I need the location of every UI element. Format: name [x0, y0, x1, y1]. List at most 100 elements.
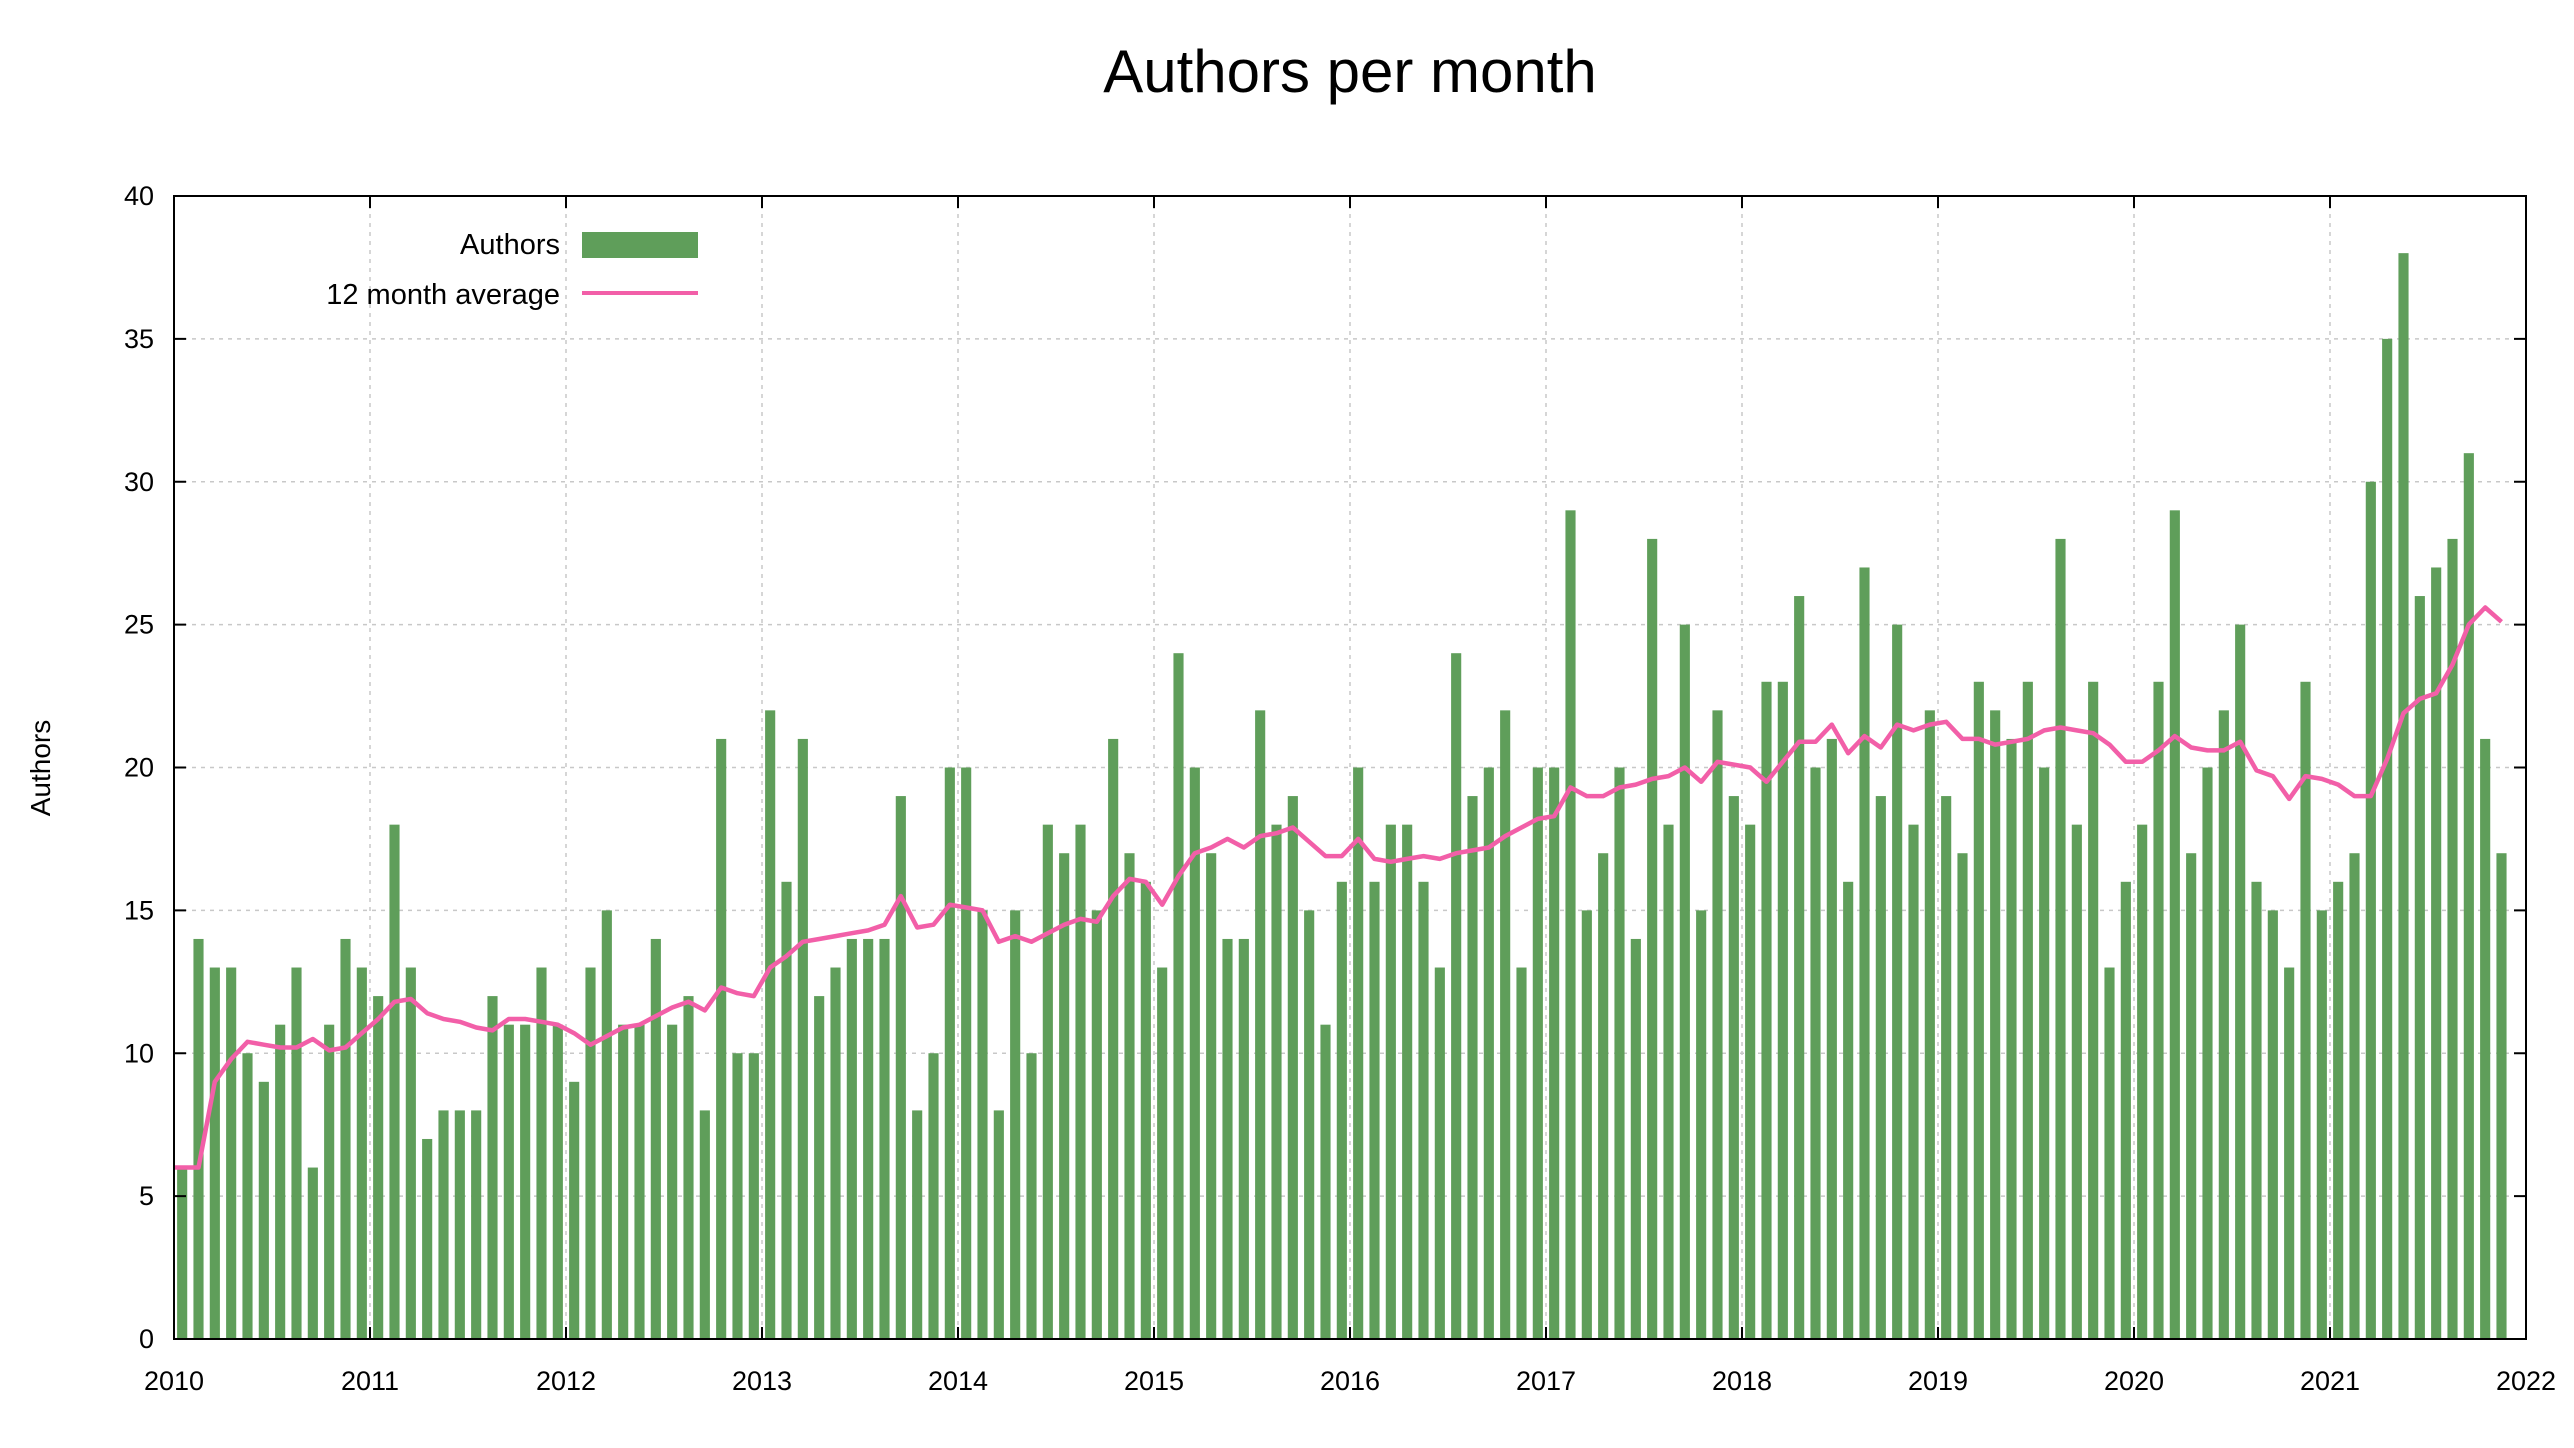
bar-authors — [569, 1081, 580, 1339]
bar-authors — [242, 1053, 253, 1339]
bar-authors — [2349, 853, 2360, 1339]
bar-authors — [1728, 796, 1739, 1339]
bar-authors — [356, 967, 367, 1339]
legend: Authors 12 month average — [326, 229, 698, 311]
bar-authors — [2186, 853, 2197, 1339]
bar-authors — [1663, 824, 1674, 1339]
y-tick-label: 25 — [124, 610, 154, 640]
x-tick-label: 2011 — [341, 1366, 399, 1396]
bar-authors — [1173, 653, 1184, 1339]
bar-authors — [1140, 881, 1151, 1339]
bar-authors — [193, 938, 204, 1339]
bar-authors — [2104, 967, 2115, 1339]
bar-authors — [1206, 853, 1217, 1339]
grid-layer — [174, 196, 2526, 1339]
bar-authors — [1581, 910, 1592, 1339]
y-tick-label: 35 — [124, 324, 154, 354]
tick-layer: 0 5 10 15 20 25 30 35 40 2010 2011 2012 2013 2014 2015… — [124, 181, 2556, 1396]
bar-authors — [2447, 538, 2458, 1339]
x-tick-label: 2015 — [1124, 1366, 1184, 1396]
bar-authors — [2463, 453, 2474, 1339]
bar-authors — [1091, 910, 1102, 1339]
bar-authors — [1614, 767, 1625, 1339]
bar-authors — [1549, 767, 1560, 1339]
bar-authors — [683, 996, 694, 1339]
bar-authors — [1941, 796, 1952, 1339]
bar-authors — [2431, 567, 2442, 1339]
bar-authors — [1794, 596, 1805, 1339]
x-tick-label: 2021 — [2300, 1366, 2360, 1396]
bar-authors — [1434, 967, 1445, 1339]
bar-authors — [765, 710, 776, 1339]
bar-authors — [1320, 1024, 1331, 1339]
bar-authors — [1516, 967, 1527, 1339]
x-tick-label: 2013 — [732, 1366, 792, 1396]
bar-authors — [1418, 881, 1429, 1339]
bar-authors — [2235, 624, 2246, 1339]
bar-authors — [732, 1053, 743, 1339]
y-tick-label: 40 — [124, 181, 154, 211]
bar-authors — [2120, 881, 2131, 1339]
bar-authors — [2365, 481, 2376, 1339]
bar-authors — [2300, 681, 2311, 1339]
bar-authors — [1108, 738, 1119, 1339]
bar-authors — [471, 1110, 482, 1339]
bar-authors — [1451, 653, 1462, 1339]
bar-authors — [487, 996, 498, 1339]
bar-authors — [863, 938, 874, 1339]
legend-label-average: 12 month average — [326, 279, 560, 311]
bar-authors — [1075, 824, 1086, 1339]
x-tick-label: 2014 — [928, 1366, 988, 1396]
bar-authors — [634, 1024, 645, 1339]
bar-authors — [1157, 967, 1168, 1339]
bar-authors — [748, 1053, 759, 1339]
bar-authors — [601, 910, 612, 1339]
bar-authors — [503, 1024, 514, 1339]
bar-layer — [177, 253, 2507, 1339]
bar-authors — [1059, 853, 1070, 1339]
bar-authors — [928, 1053, 939, 1339]
bar-authors — [830, 967, 841, 1339]
y-tick-label: 10 — [124, 1038, 154, 1068]
x-tick-label: 2010 — [144, 1366, 204, 1396]
bar-authors — [1908, 824, 1919, 1339]
bar-authors — [1189, 767, 1200, 1339]
bar-authors — [2169, 510, 2180, 1339]
bar-authors — [618, 1024, 629, 1339]
bar-authors — [667, 1024, 678, 1339]
bar-authors — [1777, 681, 1788, 1339]
bar-authors — [226, 967, 237, 1339]
bar-authors — [2480, 738, 2491, 1339]
bar-authors — [944, 767, 955, 1339]
bar-authors — [1353, 767, 1364, 1339]
bar-authors — [2055, 538, 2066, 1339]
bar-authors — [961, 767, 972, 1339]
x-tick-label: 2017 — [1516, 1366, 1576, 1396]
bar-authors — [1696, 910, 1707, 1339]
bar-authors — [389, 824, 400, 1339]
bar-authors — [1957, 853, 1968, 1339]
bar-authors — [2398, 253, 2409, 1339]
bar-authors — [2039, 767, 2050, 1339]
bar-authors — [340, 938, 351, 1339]
bar-authors — [2202, 767, 2213, 1339]
bar-authors — [373, 996, 384, 1339]
legend-label-authors: Authors — [460, 229, 560, 261]
bar-authors — [2137, 824, 2148, 1339]
y-tick-label: 0 — [139, 1324, 154, 1354]
x-tick-label: 2020 — [2104, 1366, 2164, 1396]
bar-authors — [1973, 681, 1984, 1339]
y-tick-label: 15 — [124, 895, 154, 925]
y-axis-title: Authors — [25, 720, 56, 817]
bar-authors — [1924, 710, 1935, 1339]
bar-authors — [209, 967, 220, 1339]
bar-authors — [585, 967, 596, 1339]
bar-authors — [438, 1110, 449, 1339]
bar-authors — [2088, 681, 2099, 1339]
bar-authors — [324, 1024, 335, 1339]
x-tick-label: 2012 — [536, 1366, 596, 1396]
y-tick-label: 30 — [124, 467, 154, 497]
bar-authors — [1483, 767, 1494, 1339]
bar-authors — [977, 910, 988, 1339]
